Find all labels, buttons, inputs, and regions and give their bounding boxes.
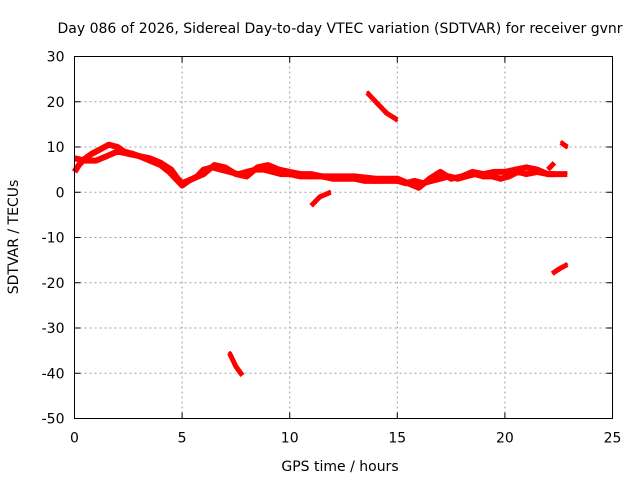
series-line-overlay [551, 261, 569, 274]
x-tick-label: 10 [281, 431, 299, 447]
y-tick-label: 10 [47, 140, 65, 156]
y-tick-label: -40 [42, 366, 65, 382]
y-axis-label: SDTVAR / TECUs [6, 180, 22, 295]
series-line-overlay [73, 148, 556, 188]
series-line-overlay [559, 140, 569, 150]
series-line-overlay [228, 350, 244, 376]
y-tick-label: -50 [42, 412, 65, 428]
x-tick-label: 15 [388, 431, 406, 447]
y-tick-label: -30 [42, 321, 65, 337]
y-tick-label: 30 [47, 50, 65, 66]
grid [74, 56, 613, 419]
ticks: 0 5 10 15 20 25 -50 -40 -30 -20 -10 0 10 20 30 [42, 50, 622, 447]
y-tick-label: 20 [47, 95, 65, 111]
series-line [71, 141, 568, 189]
x-axis-label: GPS time / hours [281, 459, 398, 475]
x-tick-label: 0 [70, 431, 79, 447]
y-tick-label: 0 [56, 185, 65, 201]
chart-title: Day 086 of 2026, Sidereal Day-to-day VTE… [57, 21, 622, 37]
x-tick-label: 5 [178, 431, 187, 447]
x-tick-label: 25 [604, 431, 622, 447]
series-line-overlay [310, 189, 332, 206]
y-tick-label: -20 [42, 276, 65, 292]
series-line-overlay [365, 90, 399, 123]
x-tick-label: 20 [496, 431, 514, 447]
series-group [71, 90, 569, 377]
series-line-overlay [547, 163, 556, 170]
y-tick-label: -10 [42, 231, 65, 247]
